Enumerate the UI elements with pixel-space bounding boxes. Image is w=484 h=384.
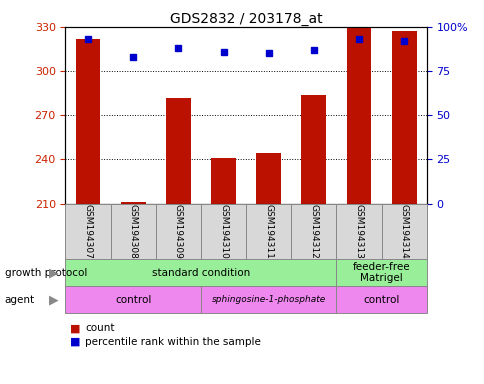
Bar — [200, 204, 245, 259]
Text: control: control — [363, 295, 399, 305]
Bar — [391, 31, 416, 204]
Text: growth protocol: growth protocol — [5, 268, 87, 278]
Text: GSM194311: GSM194311 — [264, 204, 272, 259]
Text: GSM194310: GSM194310 — [219, 204, 227, 259]
Title: GDS2832 / 203178_at: GDS2832 / 203178_at — [169, 12, 322, 26]
Bar — [76, 39, 100, 204]
Bar — [65, 286, 200, 313]
Bar — [256, 154, 281, 204]
Text: ■: ■ — [70, 337, 81, 347]
Bar — [65, 204, 110, 259]
Bar — [200, 286, 336, 313]
Text: control: control — [115, 295, 151, 305]
Text: GSM194312: GSM194312 — [309, 204, 318, 259]
Text: ■: ■ — [70, 323, 81, 333]
Bar — [110, 204, 155, 259]
Bar — [65, 259, 336, 286]
Bar — [121, 202, 145, 204]
Bar — [211, 158, 236, 204]
Bar — [155, 204, 200, 259]
Bar — [166, 98, 190, 204]
Bar — [245, 204, 291, 259]
Bar — [381, 204, 426, 259]
Text: GSM194308: GSM194308 — [128, 204, 137, 259]
Bar — [346, 27, 371, 204]
Text: count: count — [85, 323, 114, 333]
Text: sphingosine-1-phosphate: sphingosine-1-phosphate — [211, 295, 325, 304]
Text: GSM194313: GSM194313 — [354, 204, 363, 259]
Bar — [336, 204, 381, 259]
Text: percentile rank within the sample: percentile rank within the sample — [85, 337, 260, 347]
Text: feeder-free
Matrigel: feeder-free Matrigel — [352, 262, 409, 283]
Text: GSM194307: GSM194307 — [83, 204, 92, 259]
Text: ▶: ▶ — [48, 293, 58, 306]
Text: GSM194314: GSM194314 — [399, 204, 408, 259]
Text: ▶: ▶ — [48, 266, 58, 279]
Bar — [301, 94, 326, 204]
Bar — [291, 204, 336, 259]
Text: agent: agent — [5, 295, 35, 305]
Bar — [336, 259, 426, 286]
Text: standard condition: standard condition — [151, 268, 250, 278]
Bar — [336, 286, 426, 313]
Text: GSM194309: GSM194309 — [174, 204, 182, 259]
